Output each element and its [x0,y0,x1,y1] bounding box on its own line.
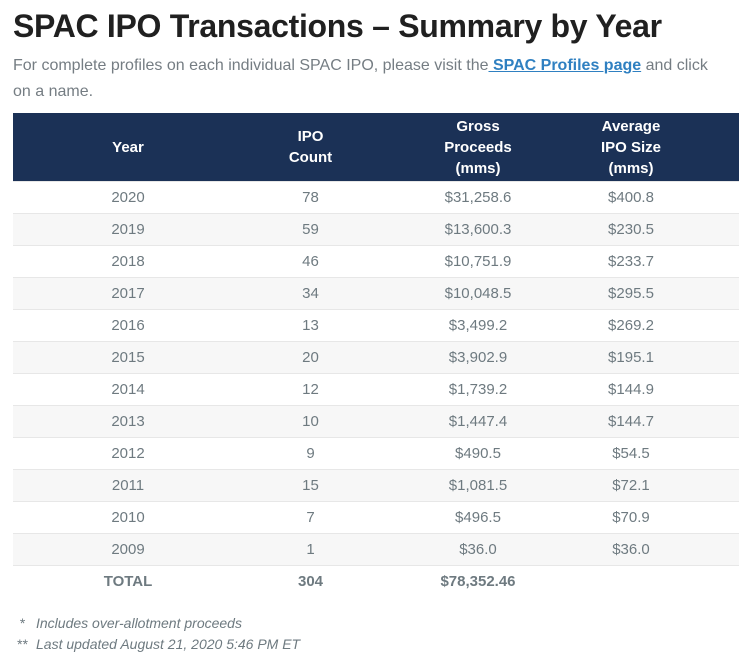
total-label: TOTAL [13,565,243,597]
table-cell-avg-ipo-size: $295.5 [563,277,739,310]
footnotes: * Includes over-allotment proceeds ** La… [13,613,738,655]
table-row: 2016 13 $3,499.2 $269.2 [13,309,739,342]
table-row: 2017 34 $10,048.5 $295.5 [13,277,739,310]
table-cell-ipo-count: 15 [243,469,393,502]
total-row: TOTAL 304 $78,352.46 [13,565,739,597]
table-cell-year: 2015 [13,341,243,374]
header-line: Average [601,117,661,135]
intro-after: and click on a name. [13,57,708,100]
table-cell-ipo-count: 7 [243,501,393,534]
table-cell-avg-ipo-size: $36.0 [563,533,739,566]
header-line: (mms) [608,159,654,177]
table-row: 2018 46 $10,751.9 $233.7 [13,245,739,278]
table-row: 2014 12 $1,739.2 $144.9 [13,373,739,406]
table-cell-avg-ipo-size: $54.5 [563,437,739,470]
table-cell-year: 2014 [13,373,243,406]
table-cell-ipo-count: 13 [243,309,393,342]
table-cell-year: 2013 [13,405,243,438]
column-header-average-ipo-size: Average IPO Size (mms) [563,113,739,182]
table-cell-avg-ipo-size: $70.9 [563,501,739,534]
table-cell-ipo-count: 78 [243,181,393,214]
table-cell-gross-proceeds: $496.5 [393,501,563,534]
page-title: SPAC IPO Transactions – Summary by Year [13,8,662,44]
table-cell-year: 2012 [13,437,243,470]
table-cell-avg-ipo-size: $144.7 [563,405,739,438]
table-cell-gross-proceeds: $36.0 [393,533,563,566]
header-line: IPO [297,128,324,145]
table-cell-gross-proceeds: $31,258.6 [393,181,563,214]
footnote-marker: * [19,615,25,631]
table-cell-year: 2017 [13,277,243,310]
table-cell-ipo-count: 46 [243,245,393,278]
table-cell-ipo-count: 34 [243,277,393,310]
table-cell-year: 2018 [13,245,243,278]
table-body: 2020 78 $31,258.6 $400.8 2019 59 $13,600.3 $230… [13,181,739,566]
table-cell-ipo-count: 1 [243,533,393,566]
table-cell-gross-proceeds: $10,751.9 [393,245,563,278]
intro-text: For complete profiles on each individual… [13,53,727,105]
spac-profiles-link[interactable]: SPAC Profiles page [488,57,642,74]
table-cell-year: 2020 [13,181,243,214]
column-header-gross-proceeds: Gross Proceeds (mms) [393,113,563,182]
table-cell-avg-ipo-size: $230.5 [563,213,739,246]
intro-before: For complete profiles on each individual… [13,57,489,74]
table-cell-year: 2019 [13,213,243,246]
footnote-text: Last updated August 21, 2020 5:46 PM ET [36,636,301,652]
table-cell-gross-proceeds: $13,600.3 [393,213,563,246]
table-cell-gross-proceeds: $1,447.4 [393,405,563,438]
table-cell-gross-proceeds: $10,048.5 [393,277,563,310]
table-cell-avg-ipo-size: $144.9 [563,373,739,406]
table-header: Year IPO Count Gross Proceeds (mms) Aver… [13,113,739,182]
table-cell-year: 2010 [13,501,243,534]
table-cell-ipo-count: 59 [243,213,393,246]
table-cell-gross-proceeds: $3,499.2 [393,309,563,342]
table-row: 2015 20 $3,902.9 $195.1 [13,341,739,374]
table-cell-ipo-count: 10 [243,405,393,438]
table-cell-avg-ipo-size: $269.2 [563,309,739,342]
footnote: ** Last updated August 21, 2020 5:46 PM … [13,634,738,655]
table-cell-avg-ipo-size: $233.7 [563,245,739,278]
table-row: 2009 1 $36.0 $36.0 [13,533,739,566]
total-gross-proceeds: $78,352.46 [393,565,563,597]
table-cell-gross-proceeds: $490.5 [393,437,563,470]
summary-table: Year IPO Count Gross Proceeds (mms) Aver… [13,113,739,597]
total-ipo-count: 304 [243,565,393,597]
table-row: 2020 78 $31,258.6 $400.8 [13,181,739,214]
header-line: Proceeds [444,138,512,156]
footnote: * Includes over-allotment proceeds [13,613,738,634]
table-cell-gross-proceeds: $3,902.9 [393,341,563,374]
header-line: Gross [456,117,500,135]
table-row: 2011 15 $1,081.5 $72.1 [13,469,739,502]
table-row: 2019 59 $13,600.3 $230.5 [13,213,739,246]
table-cell-year: 2009 [13,533,243,566]
header-line: Count [288,149,333,166]
header-line: (mms) [455,159,501,177]
total-avg-ipo-size [563,565,739,597]
footnote-marker: ** [16,636,28,652]
table-cell-gross-proceeds: $1,739.2 [393,373,563,406]
table-header-row: Year IPO Count Gross Proceeds (mms) Aver… [13,113,739,182]
table-row: 2013 10 $1,447.4 $144.7 [13,405,739,438]
table-cell-avg-ipo-size: $72.1 [563,469,739,502]
table-cell-avg-ipo-size: $195.1 [563,341,739,374]
table-cell-year: 2011 [13,469,243,502]
table-footer: TOTAL 304 $78,352.46 [13,565,739,597]
table-cell-avg-ipo-size: $400.8 [563,181,739,214]
column-header-year: Year [13,113,243,182]
header-line: Year [112,138,144,156]
footnote-text: Includes over-allotment proceeds [36,615,242,631]
table-cell-year: 2016 [13,309,243,342]
header-line: IPO Size [600,138,662,156]
table-cell-ipo-count: 12 [243,373,393,406]
table-cell-gross-proceeds: $1,081.5 [393,469,563,502]
table-cell-ipo-count: 20 [243,341,393,374]
table-cell-ipo-count: 9 [243,437,393,470]
table-row: 2012 9 $490.5 $54.5 [13,437,739,470]
column-header-ipo-count: IPO Count [243,113,393,182]
table-row: 2010 7 $496.5 $70.9 [13,501,739,534]
